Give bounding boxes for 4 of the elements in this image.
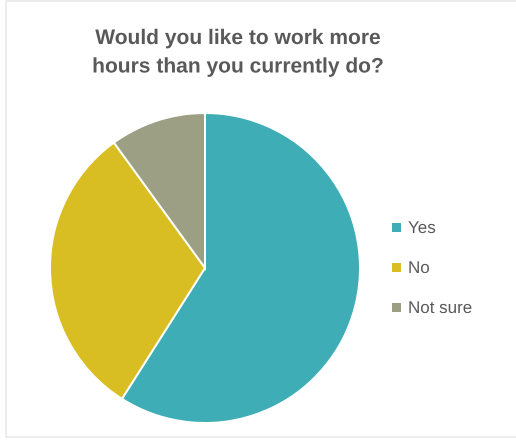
legend-label: No [408,258,430,277]
legend-label: Yes [408,218,436,237]
legend-label: Not sure [408,298,472,317]
chart-title: Would you like to work more hours than you currently do? [92,26,384,78]
